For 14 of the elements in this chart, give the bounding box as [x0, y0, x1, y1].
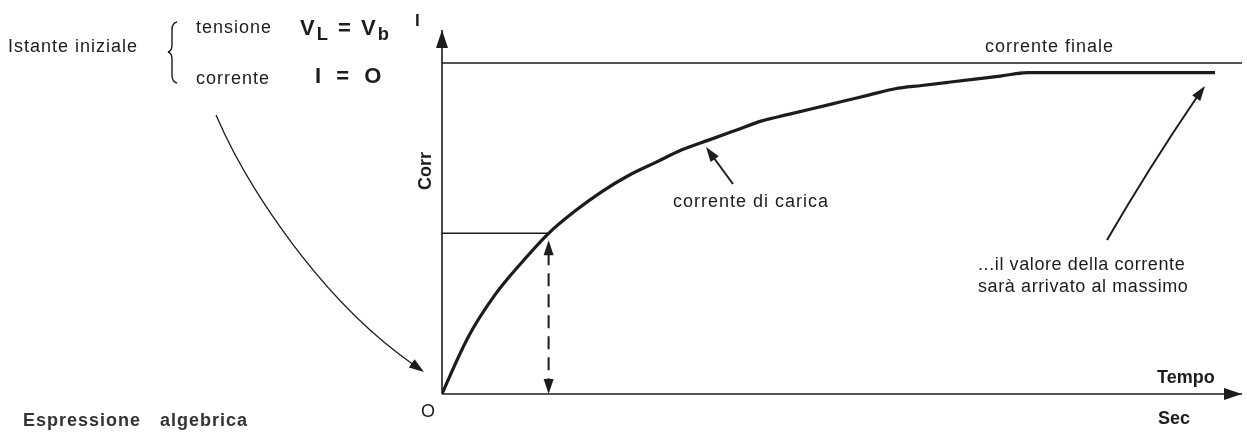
ref-line-label: corrente finale: [984, 36, 1114, 56]
annotation: ...il valore della corrente sarà arrivato al massimo: [978, 253, 1189, 297]
text: corrente: [196, 68, 271, 89]
text: O: [421, 401, 436, 422]
text: Istante iniziale: [8, 36, 139, 57]
text: V$_{L}$ = V$_{b}$: [300, 15, 391, 45]
x-axis-title: Tempo: [1157, 367, 1215, 388]
y-axis-title: Corr: [415, 151, 435, 192]
annotation: corrente di carica: [673, 191, 830, 212]
text: I = O: [315, 63, 382, 89]
text: I: [415, 11, 420, 31]
text: Sec: [1158, 408, 1191, 429]
text: tensione: [196, 17, 273, 38]
text: Espressione algebrica: [23, 410, 249, 431]
